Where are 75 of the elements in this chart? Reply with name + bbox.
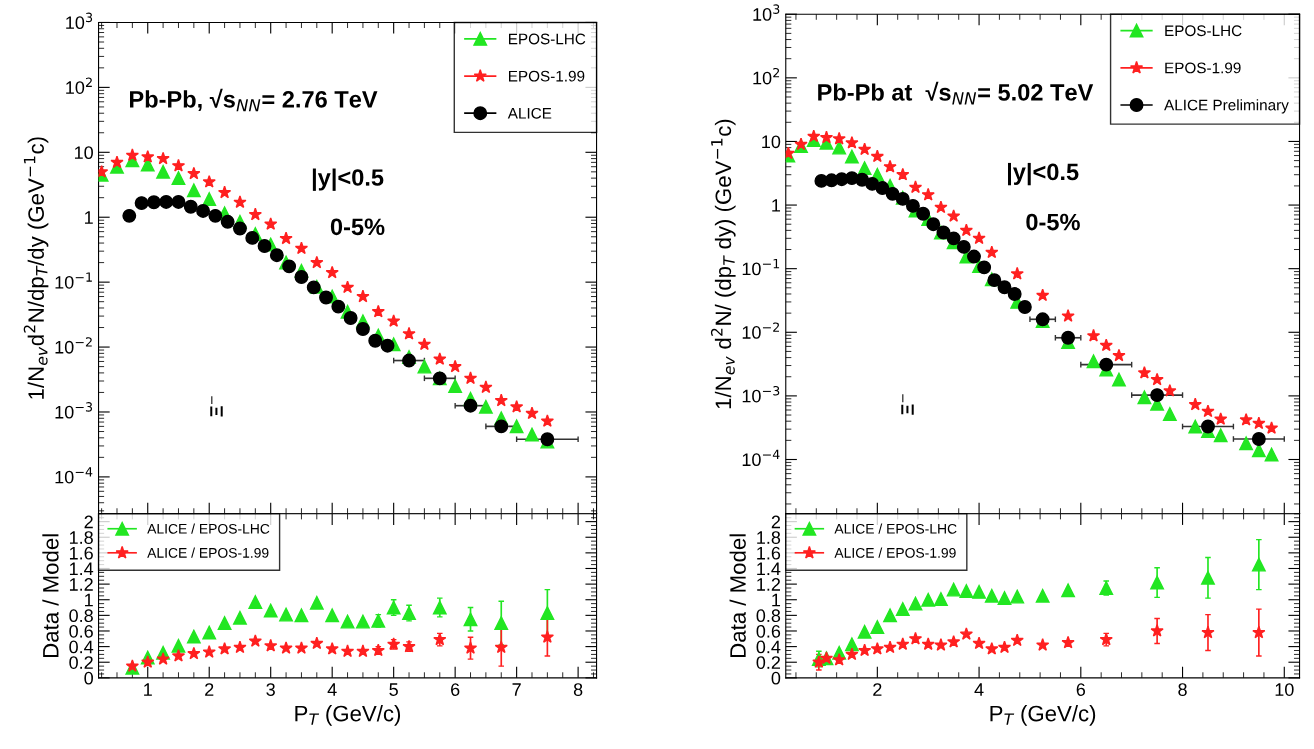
y-tick-label: 10$^{−4}$ <box>742 449 780 467</box>
annotation: Pb-Pb at √s$_{NN}$= 5.02 TeV <box>818 81 1094 105</box>
y-tick-label: 1 <box>85 211 93 224</box>
annotation: Pb-Pb, √s$_{NN}$= 2.76 TeV <box>130 88 378 112</box>
y-tick-label: 2 <box>771 515 781 529</box>
annotation: 0-5% <box>330 218 385 236</box>
y-tick-label: 1.6 <box>757 546 781 560</box>
y-tick-label: 1.6 <box>69 546 93 560</box>
y-tick-label: 2 <box>84 515 93 529</box>
x-tick-label: 4 <box>327 683 337 696</box>
y-axis-title: Data / Model <box>729 534 746 657</box>
legend-label: EPOS-1.99 <box>1165 62 1241 74</box>
y-tick-label: 0 <box>771 671 781 685</box>
x-tick-label: 4 <box>974 683 984 696</box>
y-tick-label: 0.6 <box>69 624 93 638</box>
x-tick-label: 6 <box>451 683 460 696</box>
y-tick-label: 10 <box>74 146 93 160</box>
annotation: Ξ$^{−}$ <box>210 396 223 417</box>
y-tick-label: 10$^{−3}$ <box>55 402 93 419</box>
y-tick-label: 1.4 <box>757 562 781 576</box>
y-tick-label: 1.4 <box>69 562 94 576</box>
legend-label: EPOS-LHC <box>1165 25 1242 37</box>
x-tick-label: 2 <box>205 683 214 696</box>
x-axis-title: P$_{T}$ (GeV/c) <box>295 705 401 726</box>
legend-label: ALICE / EPOS-1.99 <box>147 547 269 558</box>
x-tick-label: 2 <box>873 683 882 696</box>
y-tick-label: 10 <box>762 135 781 149</box>
y-tick-label: 10$^{−2}$ <box>742 322 779 339</box>
legend-label: EPOS-1.99 <box>509 70 585 82</box>
x-tick-label: 1 <box>144 683 152 696</box>
y-tick-label: 0.8 <box>756 609 781 623</box>
x-tick-label: 10 <box>1275 683 1294 696</box>
y-tick-label: 1 <box>772 199 781 212</box>
y-tick-label: 0.6 <box>756 624 781 638</box>
legend-label: EPOS-LHC <box>509 33 586 45</box>
y-tick-label: 10$^{−1}$ <box>55 272 92 289</box>
y-tick-label: 10$^{3}$ <box>753 4 780 21</box>
y-tick-label: 1 <box>85 593 93 607</box>
y-tick-label: 10$^{−1}$ <box>742 258 780 276</box>
y-tick-label: 10$^{−2}$ <box>55 337 92 354</box>
y-tick-label: 1.8 <box>69 531 93 544</box>
y-tick-label: 10$^{2}$ <box>66 77 92 94</box>
y-tick-label: 1.2 <box>757 578 781 591</box>
y-tick-label: 0 <box>84 671 93 685</box>
text: 1/N$_{ev}$ d$^{2}$N/ (dp$_{T}$ dy) (GeV$^{−1}$c) <box>710 119 736 409</box>
annotation: |y|<0.5 <box>1007 162 1079 186</box>
y-tick-label: 1.2 <box>69 578 93 591</box>
x-tick-label: 5 <box>389 683 398 696</box>
y-tick-label: 0.8 <box>69 609 93 623</box>
legend-label: ALICE / EPOS-1.99 <box>834 547 956 558</box>
y-tick-label: 10$^{3}$ <box>66 12 93 30</box>
y-tick-label: 10$^{−3}$ <box>742 386 780 403</box>
x-tick-label: 3 <box>266 683 275 696</box>
legend-label: ALICE Preliminary <box>1164 99 1289 114</box>
annotation: |y|<0.5 <box>312 168 384 191</box>
y-tick-label: 10$^{−4}$ <box>55 467 93 484</box>
x-tick-label: 8 <box>1178 683 1187 696</box>
text: 1/N$_{ev}$d$^{2}$N/dp$_{T}$/dy (GeV$^{−1}$c) <box>23 137 49 399</box>
y-tick-label: 1.8 <box>757 531 781 544</box>
x-tick-label: 8 <box>573 683 583 696</box>
y-axis-title: Data / Model <box>42 534 59 657</box>
y-tick-label: 10$^{2}$ <box>753 67 780 85</box>
x-axis-title: P$_{T}$ (GeV/c) <box>990 705 1096 726</box>
legend-label: ALICE / EPOS-LHC <box>147 523 270 534</box>
x-tick-label: 7 <box>512 683 521 696</box>
legend-label: ALICE <box>507 107 552 119</box>
annotation: 0-5% <box>1026 213 1080 231</box>
y-tick-label: 0.2 <box>69 656 93 669</box>
y-tick-label: 0.2 <box>756 656 781 669</box>
y-tick-label: 1 <box>772 593 781 607</box>
y-tick-label: 0.4 <box>69 640 94 654</box>
legend-label: ALICE / EPOS-LHC <box>834 523 957 534</box>
x-tick-label: 6 <box>1076 683 1086 696</box>
y-tick-label: 0.4 <box>756 640 781 654</box>
annotation: Ξ$^{−}$ <box>901 394 914 415</box>
